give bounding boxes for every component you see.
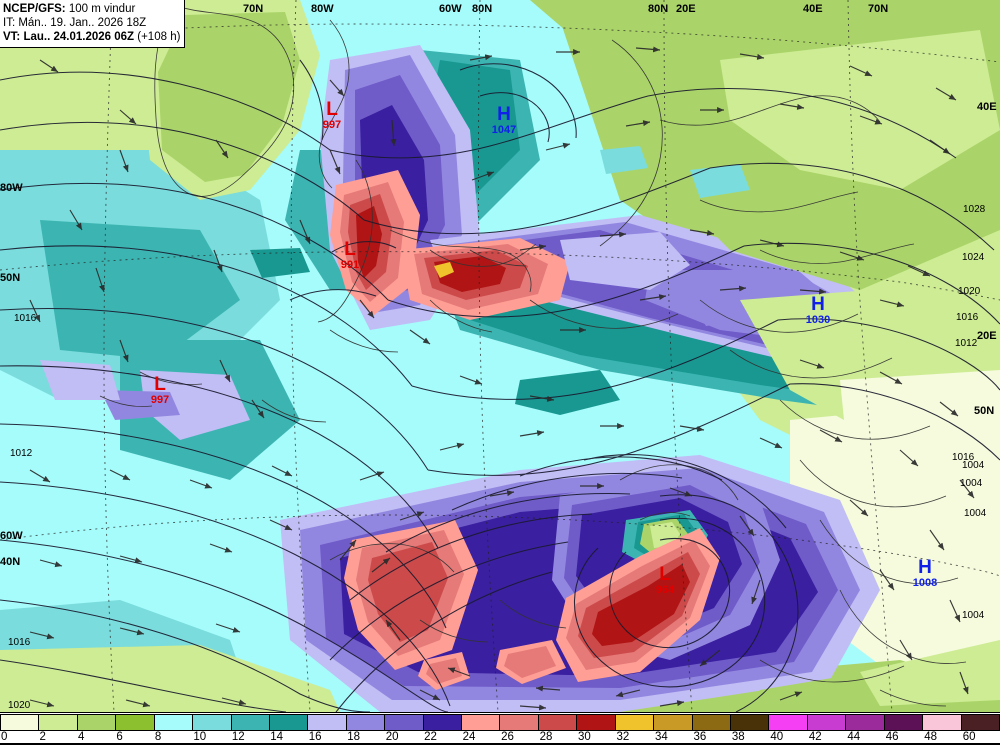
colorbar-tick: 22 [424,731,437,743]
colorbar-swatch [499,714,538,731]
weather-map-canvas[interactable]: NCEP/GFS: 100 m vindur IT: Mán.. 19. Jan… [0,0,1000,712]
colorbar-swatch [537,714,577,731]
info-line-model: NCEP/GFS: 100 m vindur [3,2,181,16]
colorbar-swatch [38,714,77,731]
colorbar-swatch [691,714,731,731]
colorbar-swatch [768,714,807,731]
colorbar-tick: 4 [77,731,85,743]
colorbar-swatch [307,714,346,731]
colorbar-swatch [845,714,884,731]
colorbar-tick: 8 [154,731,162,743]
colorbar-tick: 46 [885,731,899,743]
colorbar-swatch [461,714,500,731]
colorbar-tick: 48 [924,731,938,743]
colorbar-tick: 44 [847,731,861,743]
colorbar-swatch [230,714,269,731]
colorbar-tick: 6 [116,731,123,743]
wind-arrows [29,46,975,711]
colorbar-tick: 20 [385,731,399,743]
colorbar-baseline [0,743,1000,745]
colorbar-tick: 36 [693,731,707,743]
colorbar-swatch [730,714,769,731]
colorbar-swatch [576,714,615,731]
colorbar-swatch [922,714,961,731]
lead-time: (+108 h) [137,31,181,44]
colorbar-tick: 12 [231,731,245,743]
map-field-svg [0,0,1000,712]
colorbar-tick: 10 [193,731,207,743]
model-name: NCEP/GFS: [3,3,66,15]
colorbar-swatches [0,714,1000,731]
colorbar-tick: 0 [1,731,8,743]
colorbar-tick: 34 [654,731,668,743]
colorbar-tick: 30 [578,731,591,743]
isobars [0,59,1000,712]
colorbar-tick: 40 [770,731,784,743]
colorbar-swatch [384,714,423,731]
colorbar-tick: 18 [347,731,361,743]
colorbar-tick: 26 [501,731,514,743]
colorbar-swatch [614,714,654,731]
colorbar-tick: 38 [731,731,745,743]
valid-prefix: VT: [3,31,21,44]
colorbar-swatch [345,714,385,731]
colorbar-tick: 60 [962,731,976,743]
colorbar-swatch [422,714,462,731]
colorbar-swatch [76,714,116,731]
colorbar-swatch [653,714,692,731]
info-line-init: IT: Mán.. 19. Jan.. 2026 18Z [3,17,147,30]
model-info-box: NCEP/GFS: 100 m vindur IT: Mán.. 19. Jan… [0,0,185,49]
field-name: 100 m vindur [68,3,136,15]
colorbar-swatch [268,714,308,731]
colorbar-swatch [960,714,1000,731]
colorbar-swatch [153,714,193,731]
colorbar-tick: 16 [308,731,322,743]
colorbar-tick: 28 [539,731,553,743]
colorbar-tick: 32 [616,731,630,743]
info-line-valid: VT: Lau.. 24.01.2026 06Z (+108 h) [3,30,181,44]
colorbar-tick: 2 [39,731,46,743]
colorbar-tick: 42 [808,731,822,743]
colorbar-swatch [0,714,39,731]
colorbar-tick: 14 [270,731,284,743]
colorbar-swatch [806,714,846,731]
colorbar-swatch [192,714,231,731]
colorbar-swatch [883,714,923,731]
windspeed-bands [0,0,1000,712]
colorbar-tick-labels: 0 2 4 6 8 10 12 14 16 18 20 22 24 26 28 30 32 34 36 38 40 42 4… [0,731,1000,745]
valid-time: Lau.. 24.01.2026 06Z [23,31,135,44]
colorbar-tick: 24 [462,731,476,743]
colorbar-swatch [115,714,154,731]
wind-speed-colorbar[interactable]: 0 2 4 6 8 10 12 14 16 18 20 22 24 26 28 30 32 34 36 38 40 42 4… [0,712,1000,745]
